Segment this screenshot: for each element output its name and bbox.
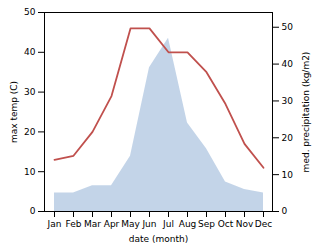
svg-text:Aug: Aug — [179, 219, 197, 229]
svg-text:May: May — [121, 219, 140, 229]
svg-text:Jul: Jul — [162, 219, 174, 229]
svg-text:0: 0 — [30, 206, 36, 216]
svg-text:10: 10 — [24, 167, 36, 177]
svg-text:50: 50 — [282, 22, 294, 32]
svg-text:Jan: Jan — [47, 219, 62, 229]
svg-text:Jun: Jun — [141, 219, 156, 229]
svg-text:Sep: Sep — [198, 219, 215, 229]
svg-text:50: 50 — [24, 7, 36, 17]
svg-text:Apr: Apr — [104, 219, 120, 229]
svg-text:0: 0 — [282, 206, 288, 216]
svg-text:40: 40 — [24, 47, 36, 57]
svg-text:20: 20 — [24, 127, 36, 137]
svg-text:Oct: Oct — [218, 219, 234, 229]
svg-text:30: 30 — [282, 96, 294, 106]
svg-text:med. precipitation (kg/m2): med. precipitation (kg/m2) — [301, 52, 311, 173]
svg-text:30: 30 — [24, 87, 36, 97]
svg-text:max temp (C): max temp (C) — [9, 81, 19, 143]
svg-text:Dec: Dec — [255, 219, 272, 229]
svg-text:date (month): date (month) — [129, 234, 188, 244]
svg-text:10: 10 — [282, 170, 294, 180]
svg-text:Feb: Feb — [66, 219, 82, 229]
svg-text:Nov: Nov — [236, 219, 254, 229]
svg-text:Mar: Mar — [84, 219, 101, 229]
svg-text:20: 20 — [282, 133, 294, 143]
svg-text:40: 40 — [282, 59, 294, 69]
